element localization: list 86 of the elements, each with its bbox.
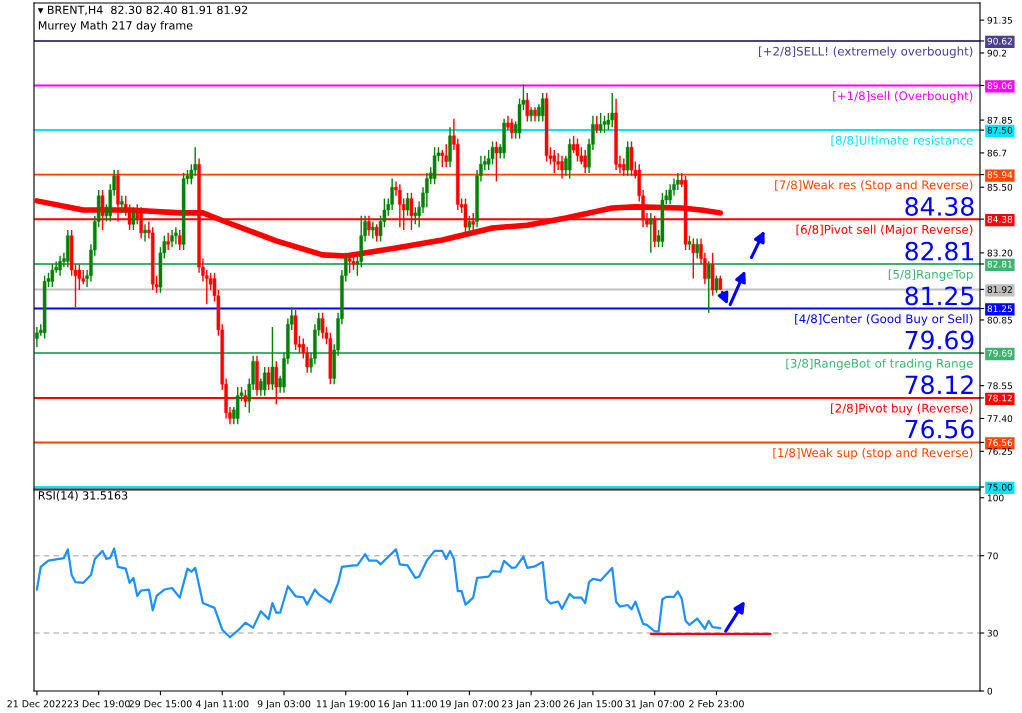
annotation: 81.25 [905, 286, 974, 306]
candlestick [50, 263, 55, 288]
candlestick [629, 140, 634, 177]
x-tick-label: 9 Jan 03:00 [257, 700, 311, 710]
y-tick-label: 77.40 [987, 415, 1013, 423]
x-tick-label: 11 Jan 19:00 [316, 700, 376, 710]
y-tick-label: 80.85 [987, 316, 1012, 324]
y-tick-label: 78.55 [987, 382, 1012, 390]
x-tick-label: 19 Jan 07:00 [440, 700, 499, 710]
y-tick-label: 82.81 [987, 260, 1012, 268]
y-tick-label: 87.85 [987, 116, 1012, 124]
y-tick-label: 85.94 [987, 171, 1013, 179]
candlestick [371, 220, 375, 240]
candlestick [58, 255, 62, 277]
candlestick [490, 140, 495, 166]
candlestick [178, 229, 182, 251]
text: Murrey Math 217 day frame [38, 20, 193, 32]
x-tick-label: 21 Dec 2022 [7, 700, 67, 708]
candlestick [575, 137, 580, 163]
annotation: 78.12 [905, 375, 973, 395]
y-tick-label: 90.2 [987, 49, 1007, 57]
y-tick-label: 85.50 [987, 183, 1013, 191]
line-series [35, 547, 722, 639]
y-tick-label: 81.25 [987, 305, 1012, 313]
candlestick [556, 152, 560, 171]
ref-line-label: [+1/8]sell (Overbought) [833, 91, 973, 103]
annotation: 79.69 [905, 330, 974, 350]
candlestick [143, 223, 147, 243]
y-tick-label: 83.20 [987, 249, 1013, 257]
ref-line-label: [4/8]Center (Good Buy or Sell) [795, 314, 973, 326]
candlestick [405, 192, 410, 217]
candlestick [35, 326, 39, 348]
candlestick [444, 143, 448, 168]
y-tick-label: 100 [987, 494, 1004, 502]
y-tick-label: 89.06 [987, 82, 1013, 90]
y-tick-label: 0 [987, 687, 993, 695]
annotation: 82.81 [905, 241, 973, 261]
candlestick [174, 226, 178, 245]
ref-line-label: [2/8]Pivot buy (Reverse) [831, 403, 973, 415]
y-tick-label: 70 [987, 552, 998, 560]
candlestick [131, 206, 136, 231]
candlestick [610, 92, 614, 128]
x-tick-label: 29 Dec 15:00 [129, 700, 192, 708]
y-tick-label: 78.12 [987, 394, 1012, 402]
ref-line-label: [1/8]Weak sup (stop and Reverse) [773, 448, 973, 460]
ref-line-label: [3/8]RangeBot of trading Range [786, 358, 973, 371]
annotation: 84.38 [905, 196, 974, 216]
ref-line-label: [6/8]Pivot sell (Major Reverse) [796, 224, 973, 237]
candlestick [583, 149, 587, 174]
ref-line-label: [+2/8]SELL! (extremely overbought) [759, 46, 973, 58]
candlestick [120, 195, 124, 214]
y-tick-label: 91.35 [987, 16, 1012, 24]
candlestick [270, 326, 275, 391]
y-tick-label: 87.50 [987, 126, 1013, 134]
chart-title: RSI(14) 31.5163 [38, 491, 128, 501]
candlestick [691, 237, 696, 280]
y-tick-label: 90.62 [987, 37, 1012, 45]
candlestick [560, 155, 564, 180]
x-tick-label: 16 Jan 11:00 [378, 700, 437, 710]
x-tick-label: 23 Jan 23:00 [501, 700, 561, 710]
annotation: 76.56 [905, 419, 974, 439]
ref-line-label: [8/8]Ultimate resistance [831, 135, 973, 147]
candlestick [649, 212, 653, 254]
x-tick-label: 31 Jan 07:00 [625, 700, 684, 710]
y-tick-label: 79.69 [987, 349, 1013, 357]
candlestick [266, 366, 271, 391]
chart-title: ▾ BRENT,H4 82.30 82.40 81.91 81.92 [37, 5, 248, 16]
y-tick-label: 76.25 [987, 448, 1012, 455]
ref-line-label: [7/8]Weak res (Stop and Reverse) [775, 180, 973, 192]
y-tick-label: 75.00 [987, 483, 1013, 491]
x-tick-label: 4 Jan 11:00 [195, 700, 249, 710]
y-tick-label: 76.56 [987, 439, 1013, 447]
x-tick-label: 23 Dec 19:00 [67, 700, 130, 708]
candlestick [668, 183, 672, 206]
candlestick [166, 232, 170, 251]
x-tick-label: 2 Feb 23:00 [689, 700, 744, 708]
x-tick-label: 26 Jan 15:00 [563, 700, 623, 710]
y-tick-label: 86.7 [987, 149, 1007, 157]
y-tick-label: 30 [987, 629, 998, 637]
y-tick-label: 81.92 [987, 286, 1012, 293]
y-tick-label: 84.38 [987, 215, 1013, 223]
candlestick [552, 149, 557, 174]
candlestick [510, 117, 514, 140]
ref-line-label: [5/8]RangeTop [888, 269, 973, 281]
candlestick [320, 312, 325, 340]
candlestick [695, 237, 699, 260]
